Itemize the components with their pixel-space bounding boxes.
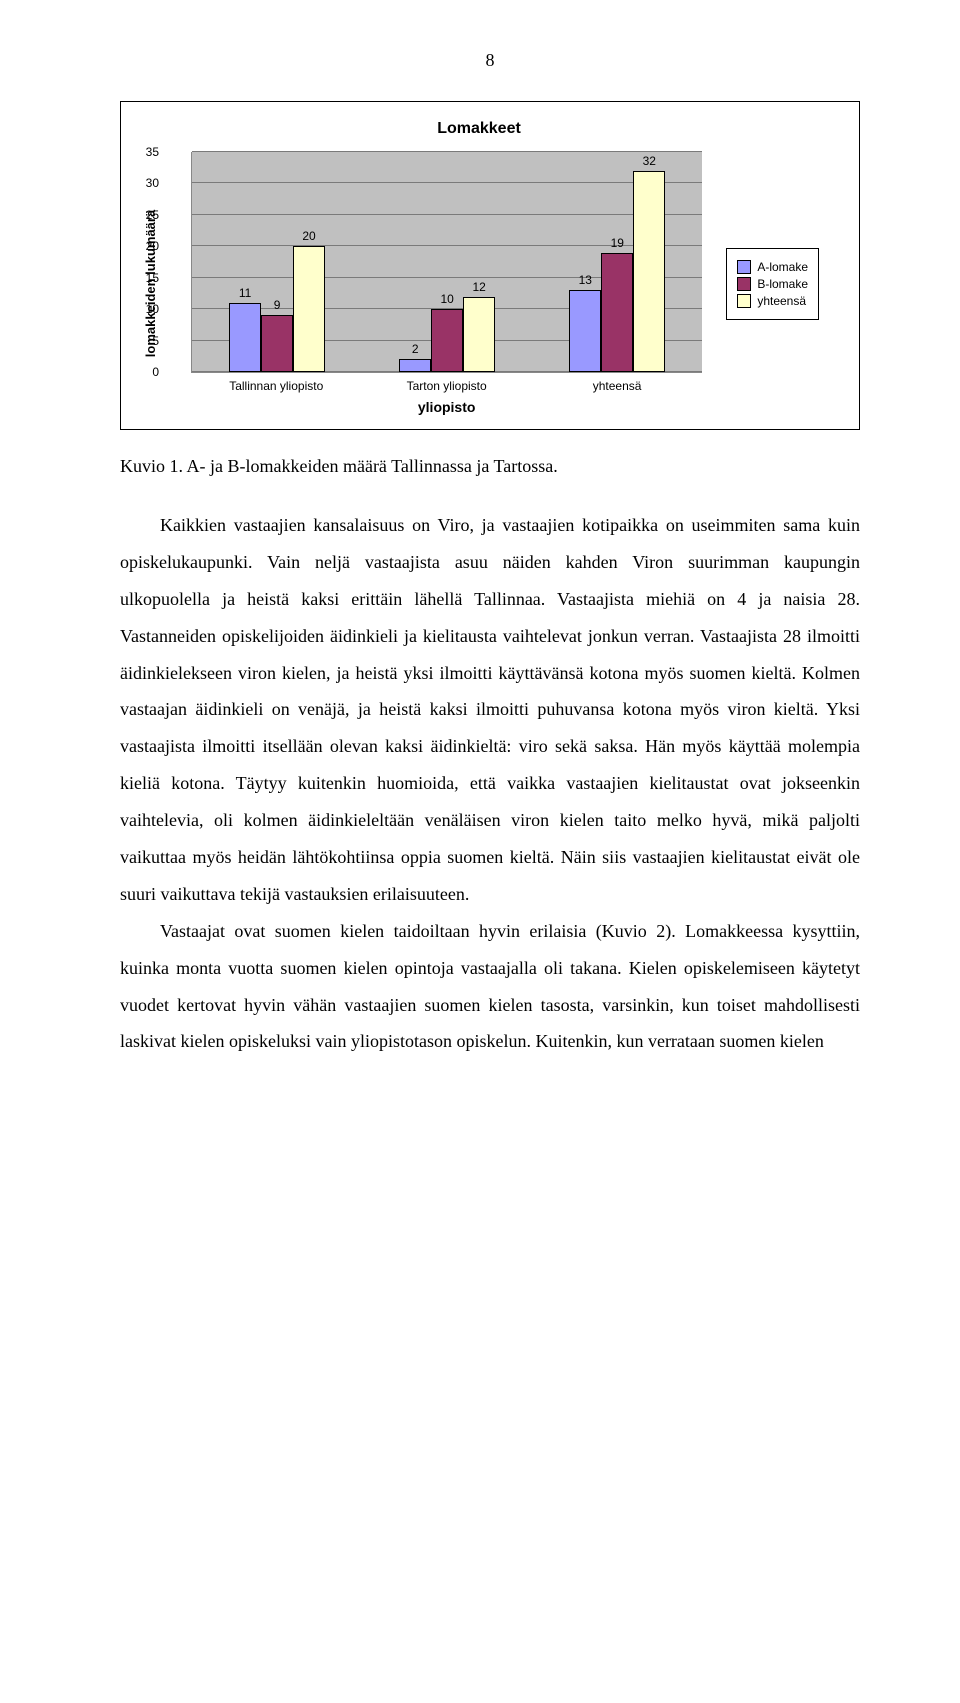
bar-value-label: 32: [634, 154, 664, 168]
chart-lomakkeet: Lomakkeet lomakkeiden lukumäärä 05101520…: [120, 101, 860, 430]
bar: 19: [601, 253, 633, 372]
legend-label: B-lomake: [757, 277, 808, 291]
bar-value-label: 20: [294, 229, 324, 243]
bar-value-label: 11: [230, 286, 260, 300]
x-tick-label: Tarton yliopisto: [361, 373, 531, 393]
y-tick-label: 30: [146, 176, 159, 190]
chart-title: Lomakkeet: [139, 120, 819, 138]
bar: 13: [569, 290, 601, 372]
x-tick-label: yhteensä: [532, 373, 702, 393]
bar-value-label: 9: [262, 298, 292, 312]
bar-group: 11920: [192, 152, 362, 372]
legend-item: yhteensä: [737, 294, 808, 308]
bar: 20: [293, 246, 325, 372]
y-tick-label: 0: [152, 365, 159, 379]
bar-value-label: 19: [602, 236, 632, 250]
bar-group: 131932: [532, 152, 702, 372]
plot-area: 1192021012131932: [191, 152, 702, 373]
y-tick-label: 25: [146, 208, 159, 222]
y-tick-label: 35: [146, 145, 159, 159]
bar: 12: [463, 297, 495, 372]
legend-label: A-lomake: [757, 260, 808, 274]
y-tick-label: 5: [152, 334, 159, 348]
bar: 11: [229, 303, 261, 372]
x-tick-label: Tallinnan yliopisto: [191, 373, 361, 393]
legend-item: B-lomake: [737, 277, 808, 291]
paragraph-1: Kaikkien vastaajien kansalaisuus on Viro…: [120, 507, 860, 913]
chart-legend: A-lomake B-lomake yhteensä: [726, 248, 819, 320]
x-ticks: Tallinnan yliopistoTarton yliopistoyhtee…: [191, 373, 702, 393]
bar-group: 21012: [362, 152, 532, 372]
bar: 10: [431, 309, 463, 372]
y-tick-label: 10: [146, 302, 159, 316]
y-tick-label: 20: [146, 239, 159, 253]
bar: 32: [633, 171, 665, 372]
bar-value-label: 2: [400, 342, 430, 356]
legend-swatch: [737, 260, 751, 274]
bar: 9: [261, 315, 293, 372]
bar-value-label: 10: [432, 292, 462, 306]
x-axis-label: yliopisto: [191, 399, 702, 415]
legend-swatch: [737, 294, 751, 308]
page-number: 8: [120, 50, 860, 71]
document-page: 8 Lomakkeet lomakkeiden lukumäärä 051015…: [0, 0, 960, 1120]
plot-column: 05101520253035 1192021012131932 Tallinna…: [163, 152, 702, 415]
chart-caption: Kuvio 1. A- ja B-lomakkeiden määrä Talli…: [120, 456, 860, 477]
y-tick-label: 15: [146, 271, 159, 285]
legend-item: A-lomake: [737, 260, 808, 274]
bar-value-label: 13: [570, 273, 600, 287]
paragraph-2: Vastaajat ovat suomen kielen taidoiltaan…: [120, 913, 860, 1061]
bar: 2: [399, 359, 431, 372]
chart-body: lomakkeiden lukumäärä 05101520253035 119…: [139, 152, 819, 415]
bar-value-label: 12: [464, 280, 494, 294]
legend-label: yhteensä: [757, 294, 806, 308]
y-ticks: 05101520253035: [163, 152, 191, 372]
body-text: Kaikkien vastaajien kansalaisuus on Viro…: [120, 507, 860, 1060]
legend-swatch: [737, 277, 751, 291]
